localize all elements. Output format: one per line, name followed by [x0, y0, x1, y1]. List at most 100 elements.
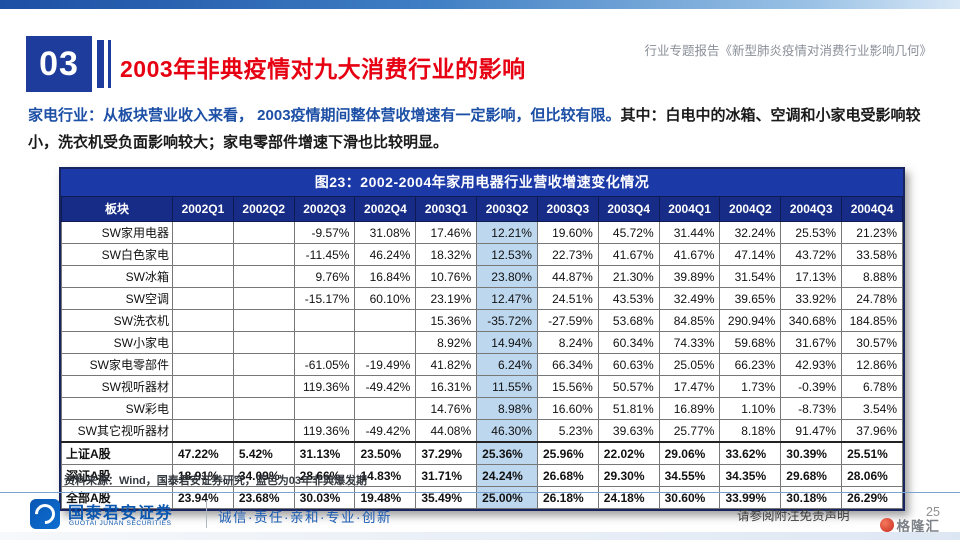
table-cell: 42.93%: [780, 353, 843, 376]
row-label: SW视听器材: [61, 375, 173, 398]
guotai-junan-logo-icon: [30, 499, 60, 529]
table-cell: 23.94%: [172, 486, 234, 509]
row-label: SW洗衣机: [61, 309, 173, 332]
table-cell: 43.72%: [780, 243, 843, 266]
bottom-accent-band: [0, 532, 960, 540]
table-cell: [232, 221, 295, 244]
table-cell: 51.81%: [597, 397, 660, 420]
body-rest-text: 其中：白电中的冰箱、空调和小家电受影响较小，洗衣机受负面影响较大；家电零部件增速…: [28, 107, 921, 151]
footer-divider-line: [0, 492, 960, 493]
table-cell: 10.76%: [415, 265, 478, 288]
table-cell: [232, 331, 295, 354]
table-cell: 32.49%: [658, 287, 721, 310]
revenue-growth-table: 板块 2002Q1 2002Q2 2002Q3 2002Q4 2003Q1 2003Q2 20…: [61, 196, 903, 509]
column-header: 2002Q2: [232, 196, 295, 222]
table-cell: 119.36%: [293, 375, 356, 398]
table-cell: 91.47%: [780, 419, 843, 443]
table-cell: 19.60%: [536, 221, 599, 244]
table-cell: 5.23%: [536, 419, 599, 443]
table-cell: 25.96%: [536, 441, 599, 465]
table-cell: 24.24%: [476, 464, 538, 487]
table-cell: 44.08%: [415, 419, 478, 443]
table-cell: 24.78%: [841, 287, 903, 310]
table-row: SW彩电 14.76% 8.98% 16.60% 51.81% 16.89% 1.10% -8…: [61, 397, 903, 420]
table-cell: [232, 287, 295, 310]
row-label: SW其它视听器材: [61, 419, 173, 443]
table-cell: 74.33%: [658, 331, 721, 354]
table-row: 全部A股 23.94% 23.68% 30.03% 19.48% 35.49% 25.00%…: [61, 486, 903, 509]
footer-separator: [206, 500, 207, 528]
table-cell: 23.19%: [415, 287, 478, 310]
column-header: 2003Q4: [597, 196, 660, 222]
table-cell: 11.55%: [476, 375, 538, 398]
column-header: 2002Q4: [354, 196, 417, 222]
table-cell: 31.13%: [293, 441, 356, 465]
watermark-text: 格隆汇: [896, 519, 940, 534]
table-cell: [172, 375, 234, 398]
table-cell: [232, 419, 295, 443]
company-slogan: 诚信·责任·亲和·专业·创新: [218, 510, 392, 525]
table-cell: 59.68%: [719, 331, 782, 354]
table-cell: 41.82%: [415, 353, 478, 376]
table-cell: 19.48%: [354, 486, 417, 509]
table-cell: 1.10%: [719, 397, 782, 420]
table-cell: 14.94%: [476, 331, 538, 354]
table-cell: -19.49%: [354, 353, 417, 376]
table-cell: 41.67%: [658, 243, 721, 266]
table-cell: [293, 397, 356, 420]
section-title: 2003年非典疫情对九大消费行业的影响: [120, 56, 526, 82]
table-cell: -35.72%: [476, 309, 538, 332]
table-cell: 119.36%: [293, 419, 356, 443]
table-cell: 6.78%: [841, 375, 903, 398]
table-cell: 12.21%: [476, 221, 538, 244]
table-cell: 21.30%: [597, 265, 660, 288]
table-row: SW小家电 8.92% 14.94% 8.24% 60.34% 74.33% 59.68% 3…: [61, 331, 903, 354]
table-cell: 60.63%: [597, 353, 660, 376]
table-cell: [172, 397, 234, 420]
table-cell: [172, 353, 234, 376]
table-cell: [232, 265, 295, 288]
table-cell: 8.92%: [415, 331, 478, 354]
table-cell: [172, 287, 234, 310]
table-cell: 33.92%: [780, 287, 843, 310]
table-cell: [172, 243, 234, 266]
table-cell: 16.60%: [536, 397, 599, 420]
table-cell: -61.05%: [293, 353, 356, 376]
table-cell: 1.73%: [719, 375, 782, 398]
table-row: SW视听器材 119.36% -49.42% 16.31% 11.55% 15.56% 50…: [61, 375, 903, 398]
table-cell: [354, 331, 417, 354]
table-cell: [232, 397, 295, 420]
table-cell: [232, 243, 295, 266]
table-cell: 340.68%: [780, 309, 843, 332]
table-cell: 17.47%: [658, 375, 721, 398]
table-cell: -49.42%: [354, 375, 417, 398]
table-cell: 39.65%: [719, 287, 782, 310]
table-cell: [354, 309, 417, 332]
table-cell: 15.36%: [415, 309, 478, 332]
table-cell: 37.96%: [841, 419, 903, 443]
table-cell: 53.68%: [597, 309, 660, 332]
table-cell: -11.45%: [293, 243, 356, 266]
column-header: 2004Q2: [719, 196, 782, 222]
table-cell: 290.94%: [719, 309, 782, 332]
table-row: SW冰箱 9.76% 16.84% 10.76% 23.80% 44.87% 21.30% 3…: [61, 265, 903, 288]
table-cell: -8.73%: [780, 397, 843, 420]
table-cell: 37.29%: [415, 441, 478, 465]
row-label: SW彩电: [61, 397, 173, 420]
table-cell: 5.42%: [232, 441, 295, 465]
table-cell: 12.53%: [476, 243, 538, 266]
table-cell: 46.24%: [354, 243, 417, 266]
table-cell: [293, 331, 356, 354]
table-cell: 29.06%: [658, 441, 721, 465]
table-cell: 26.29%: [841, 486, 903, 509]
table-cell: 31.67%: [780, 331, 843, 354]
table-cell: 8.98%: [476, 397, 538, 420]
table-cell: 14.76%: [415, 397, 478, 420]
table-cell: 60.10%: [354, 287, 417, 310]
table-cell: 8.24%: [536, 331, 599, 354]
table-cell: 17.46%: [415, 221, 478, 244]
row-label: SW白色家电: [61, 243, 173, 266]
watermark: 格隆汇: [879, 515, 941, 535]
table-cell: 39.63%: [597, 419, 660, 443]
